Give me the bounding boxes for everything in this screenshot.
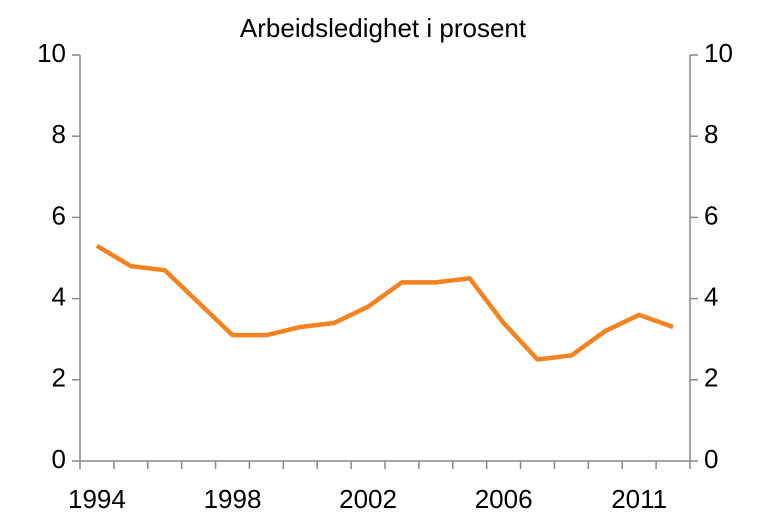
y2-tick-label: 2 xyxy=(704,363,718,393)
x-tick-label: 2011 xyxy=(611,484,667,514)
y2-tick-label: 8 xyxy=(704,119,718,149)
y2-tick-label: 10 xyxy=(704,38,733,68)
y2-tick-label: 6 xyxy=(704,200,718,230)
y2-tick-label: 0 xyxy=(704,444,718,474)
y2-tick-label: 4 xyxy=(704,281,718,311)
y-tick-label: 4 xyxy=(52,281,66,311)
y-tick-label: 10 xyxy=(37,38,66,68)
x-tick-label: 1998 xyxy=(204,484,262,514)
y-tick-label: 6 xyxy=(52,200,66,230)
chart-title: Arbeidsledighet i prosent xyxy=(240,13,527,43)
y-tick-label: 2 xyxy=(52,363,66,393)
x-tick-label: 2002 xyxy=(339,484,397,514)
x-tick-label: 1994 xyxy=(68,484,126,514)
x-tick-label: 2006 xyxy=(475,484,533,514)
y-tick-label: 0 xyxy=(52,444,66,474)
y-tick-label: 8 xyxy=(52,119,66,149)
line-series xyxy=(95,243,674,362)
